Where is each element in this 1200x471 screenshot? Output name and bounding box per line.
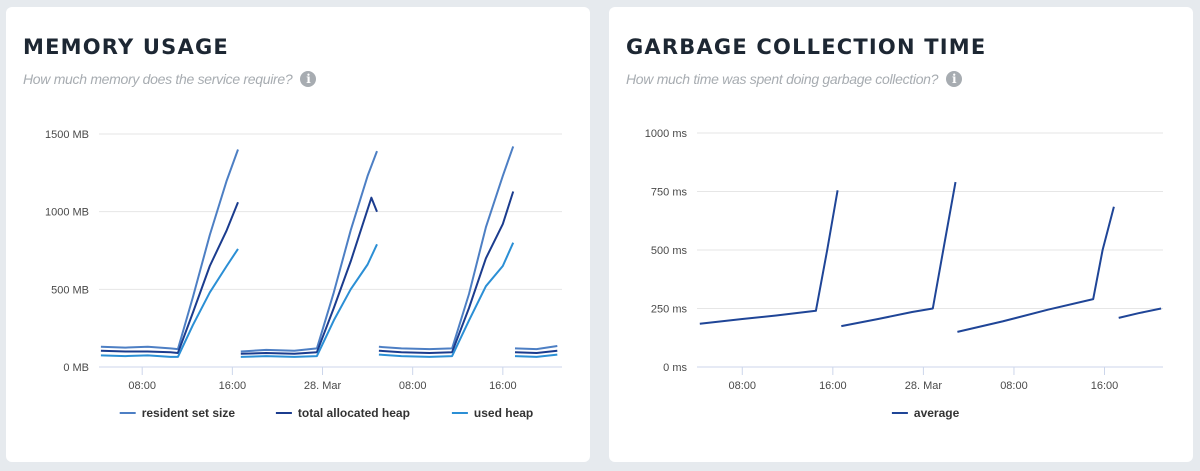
subtitle-text: How much memory does the service require… (23, 71, 293, 87)
x-tick-label: 08:00 (399, 380, 427, 392)
series-line-average[interactable] (957, 206, 1115, 333)
gc-time-card: GARBAGE COLLECTION TIME How much time wa… (609, 7, 1193, 462)
card-subtitle: How much time was spent doing garbage co… (626, 71, 963, 87)
y-tick-label: 750 ms (651, 187, 688, 199)
legend-label: used heap (474, 406, 533, 420)
y-tick-label: 1500 MB (45, 129, 89, 141)
gc-time-chart: 0 ms 250 ms 500 ms 750 ms 1000 ms 08:00 16:00 2… (645, 128, 1163, 420)
x-tick-label: 16:00 (819, 380, 847, 392)
memory-usage-chart: 0 MB 500 MB 1000 MB 1500 MB 08:00 16:00 28. Ma… (45, 129, 562, 420)
y-tick-label: 1000 MB (45, 207, 89, 219)
series-line-used-heap[interactable] (514, 353, 558, 358)
info-circle-icon[interactable]: i (300, 71, 317, 87)
card-title: GARBAGE COLLECTION TIME (626, 35, 987, 59)
legend-item[interactable]: used heap (451, 406, 533, 420)
y-tick-label: 0 MB (63, 362, 89, 374)
memory-usage-card: MEMORY USAGE How much memory does the se… (6, 7, 590, 462)
legend-item[interactable]: total allocated heap (275, 406, 410, 420)
x-tick-label: 08:00 (729, 380, 757, 392)
series-line-average[interactable] (841, 181, 957, 328)
y-tick-label: 500 ms (651, 245, 688, 257)
legend-label: average (914, 406, 960, 420)
info-circle-icon[interactable]: i (946, 71, 963, 87)
y-tick-label: 0 ms (663, 362, 687, 374)
series-line-average[interactable] (699, 190, 839, 325)
x-tick-label: 16:00 (489, 380, 517, 392)
series-line-total-allocated-heap[interactable] (240, 196, 378, 355)
series-line-resident-set-size[interactable] (378, 146, 515, 351)
x-tick-label: 08:00 (1000, 380, 1028, 392)
card-title: MEMORY USAGE (23, 35, 229, 59)
x-tick-label: 16:00 (1091, 380, 1119, 392)
x-tick-label: 28. Mar (304, 380, 342, 392)
series-line-used-heap[interactable] (240, 243, 378, 358)
y-tick-label: 250 ms (651, 304, 688, 316)
series-line-total-allocated-heap[interactable] (100, 201, 239, 354)
x-tick-label: 16:00 (219, 380, 247, 392)
card-subtitle: How much memory does the service require… (23, 71, 317, 87)
series-line-total-allocated-heap[interactable] (514, 349, 558, 354)
series-line-resident-set-size[interactable] (100, 149, 239, 351)
x-tick-label: 08:00 (128, 380, 156, 392)
y-tick-label: 1000 ms (645, 128, 688, 140)
legend-item[interactable]: average (891, 406, 960, 420)
series-line-resident-set-size[interactable] (514, 345, 558, 351)
legend-label: resident set size (142, 406, 236, 420)
series-line-total-allocated-heap[interactable] (378, 191, 515, 354)
legend-label: total allocated heap (298, 406, 410, 420)
series-line-resident-set-size[interactable] (240, 150, 378, 353)
series-line-average[interactable] (1118, 307, 1162, 319)
series-line-used-heap[interactable] (378, 242, 515, 358)
y-tick-label: 500 MB (51, 284, 89, 296)
legend-item[interactable]: resident set size (119, 406, 236, 420)
series-line-used-heap[interactable] (100, 248, 239, 358)
x-tick-label: 28. Mar (905, 380, 943, 392)
subtitle-text: How much time was spent doing garbage co… (626, 71, 939, 87)
